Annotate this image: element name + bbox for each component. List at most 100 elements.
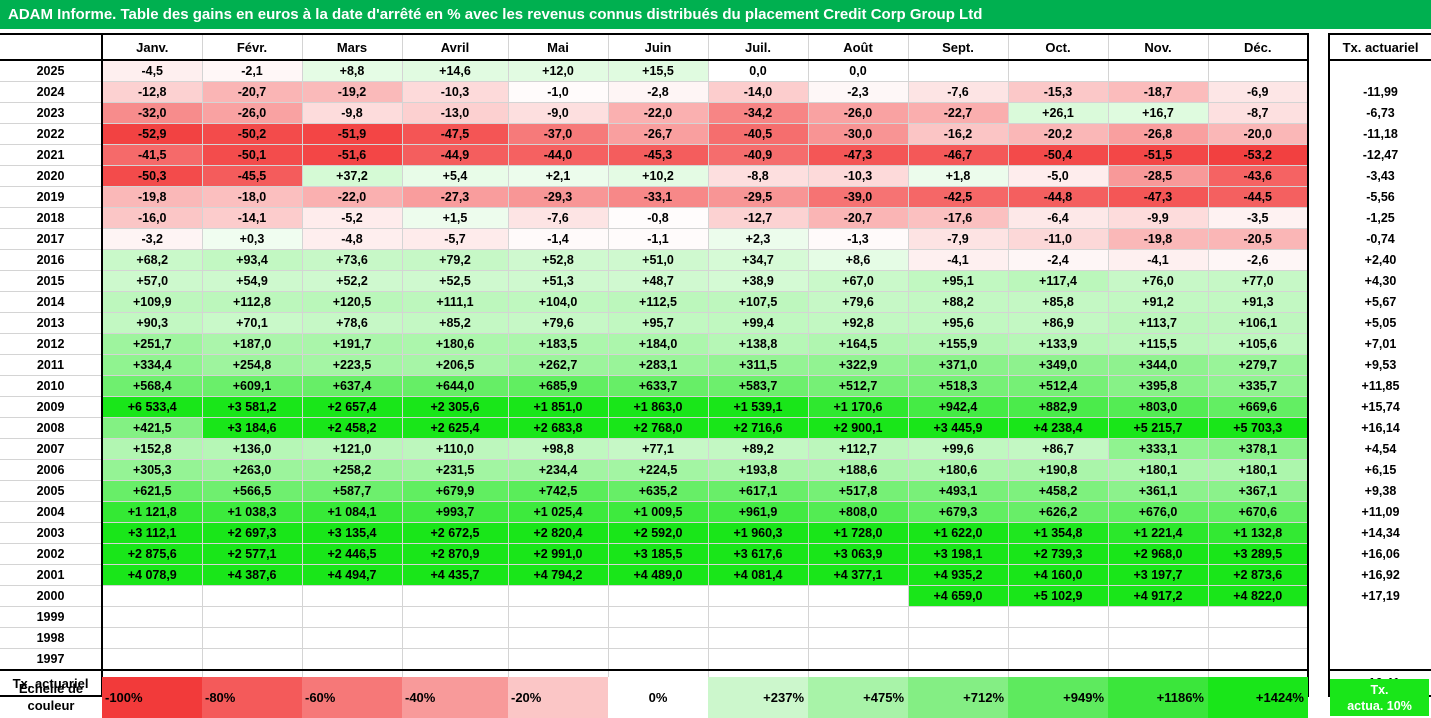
year-label: 2003 [0, 522, 103, 544]
actuarial-cell: +16,14 [1328, 417, 1431, 439]
actuarial-cell: +14,34 [1328, 522, 1431, 544]
table-row: 1999 [0, 606, 1309, 628]
gain-cell: +51,3 [507, 270, 609, 292]
gain-cell: -26,8 [1107, 123, 1209, 145]
gain-cell: +8,8 [301, 59, 403, 82]
gain-cell: -12,8 [101, 81, 203, 103]
gain-cell [1107, 648, 1209, 671]
gain-cell: -47,3 [807, 144, 909, 166]
month-header: Août [807, 33, 909, 61]
gain-cell: +621,5 [101, 480, 203, 502]
gain-cell: +52,8 [507, 249, 609, 271]
gain-cell: +1 084,1 [301, 501, 403, 523]
gain-cell: +52,2 [301, 270, 403, 292]
gain-cell: +685,9 [507, 375, 609, 397]
table-row: 2000 +4 659,0 +5 102,9 +4 917,2 +4 822,0 [0, 585, 1309, 607]
gain-cell: -1,3 [807, 228, 909, 250]
gain-cell [607, 648, 709, 671]
gain-cell: -45,3 [607, 144, 709, 166]
gain-cell: +458,2 [1007, 480, 1109, 502]
gain-cell [907, 648, 1009, 671]
gain-cell: -7,9 [907, 228, 1009, 250]
gain-cell: -47,5 [401, 123, 509, 145]
gain-cell: -4,8 [301, 228, 403, 250]
gain-cell: -10,3 [807, 165, 909, 187]
gain-cell [507, 627, 609, 649]
gain-cell: -3,2 [101, 228, 203, 250]
gain-cell: +133,9 [1007, 333, 1109, 355]
year-label: 2014 [0, 291, 103, 313]
gain-cell: +669,6 [1207, 396, 1309, 418]
table-row: 2010 +568,4 +609,1 +637,4 +644,0 +685,9 +633,7… [0, 375, 1309, 397]
gain-cell: +583,7 [707, 375, 809, 397]
gain-cell: -19,2 [301, 81, 403, 103]
gain-cell: +421,5 [101, 417, 203, 439]
gain-cell: +378,1 [1207, 438, 1309, 460]
gain-cell [301, 648, 403, 671]
gain-cell: +4 489,0 [607, 564, 709, 586]
gain-cell: +184,0 [607, 333, 709, 355]
gain-cell: +1 960,3 [707, 522, 809, 544]
table-row: 2011 +334,4 +254,8 +223,5 +206,5 +262,7 +283,1… [0, 354, 1309, 376]
gain-cell: -51,9 [301, 123, 403, 145]
table-row: 2022 -52,9 -50,2 -51,9 -47,5 -37,0 -26,7 -40,5-… [0, 123, 1309, 145]
year-label: 2007 [0, 438, 103, 460]
gain-cell: +16,7 [1107, 102, 1209, 124]
scale-step: +1424% [1208, 677, 1308, 718]
gain-cell: +155,9 [907, 333, 1009, 355]
gain-cell [401, 606, 509, 628]
gain-cell: -17,6 [907, 207, 1009, 229]
gain-cell: +0,3 [201, 228, 303, 250]
gain-cell: -6,4 [1007, 207, 1109, 229]
table-row: 2018 -16,0 -14,1 -5,2 +1,5 -7,6 -0,8 -12,7 -20,7… [0, 207, 1309, 229]
gain-cell: +635,2 [607, 480, 709, 502]
gain-cell: +105,6 [1207, 333, 1309, 355]
gain-cell [1107, 59, 1209, 82]
gain-cell: -11,0 [1007, 228, 1109, 250]
gain-cell: +85,2 [401, 312, 509, 334]
gain-cell: +367,1 [1207, 480, 1309, 502]
gain-cell: +121,0 [301, 438, 403, 460]
gain-cell: +2 577,1 [201, 543, 303, 565]
gain-cell: +961,9 [707, 501, 809, 523]
year-label: 2025 [0, 59, 103, 82]
gain-cell [1207, 627, 1309, 649]
gain-cell: +2 900,1 [807, 417, 909, 439]
gain-cell: -22,0 [607, 102, 709, 124]
actuarial-cell [1328, 648, 1431, 670]
year-label: 2002 [0, 543, 103, 565]
gain-cell: +3 197,7 [1107, 564, 1209, 586]
gain-cell: +99,6 [907, 438, 1009, 460]
gain-cell: +92,8 [807, 312, 909, 334]
gain-cell: -20,7 [201, 81, 303, 103]
gain-cell: +2 716,6 [707, 417, 809, 439]
gain-cell [807, 627, 909, 649]
gain-cell: +4 387,6 [201, 564, 303, 586]
gain-cell: -2,8 [607, 81, 709, 103]
gain-cell: +117,4 [1007, 270, 1109, 292]
gain-cell: +1 728,0 [807, 522, 909, 544]
gain-cell: +1 863,0 [607, 396, 709, 418]
gain-cell: +626,2 [1007, 501, 1109, 523]
gain-cell: -13,0 [401, 102, 509, 124]
gain-cell: +4 935,2 [907, 564, 1009, 586]
gain-cell: +942,4 [907, 396, 1009, 418]
scale-step: +949% [1008, 677, 1108, 718]
gain-cell: -9,8 [301, 102, 403, 124]
table-row: 1997 [0, 648, 1309, 671]
corner-cell [0, 33, 103, 61]
gain-cell: +99,4 [707, 312, 809, 334]
month-header: Oct. [1007, 33, 1109, 61]
gain-cell: -39,0 [807, 186, 909, 208]
gain-cell: +2 820,4 [507, 522, 609, 544]
gain-cell: +637,4 [301, 375, 403, 397]
gain-cell: -14,1 [201, 207, 303, 229]
gain-cell [201, 627, 303, 649]
scale-step: -80% [202, 677, 302, 718]
actuarial-cell [1328, 59, 1431, 82]
gain-cell: +2 446,5 [301, 543, 403, 565]
year-label: 1999 [0, 606, 103, 628]
year-label: 2001 [0, 564, 103, 586]
gain-cell: -50,4 [1007, 144, 1109, 166]
gain-cell [101, 585, 203, 607]
